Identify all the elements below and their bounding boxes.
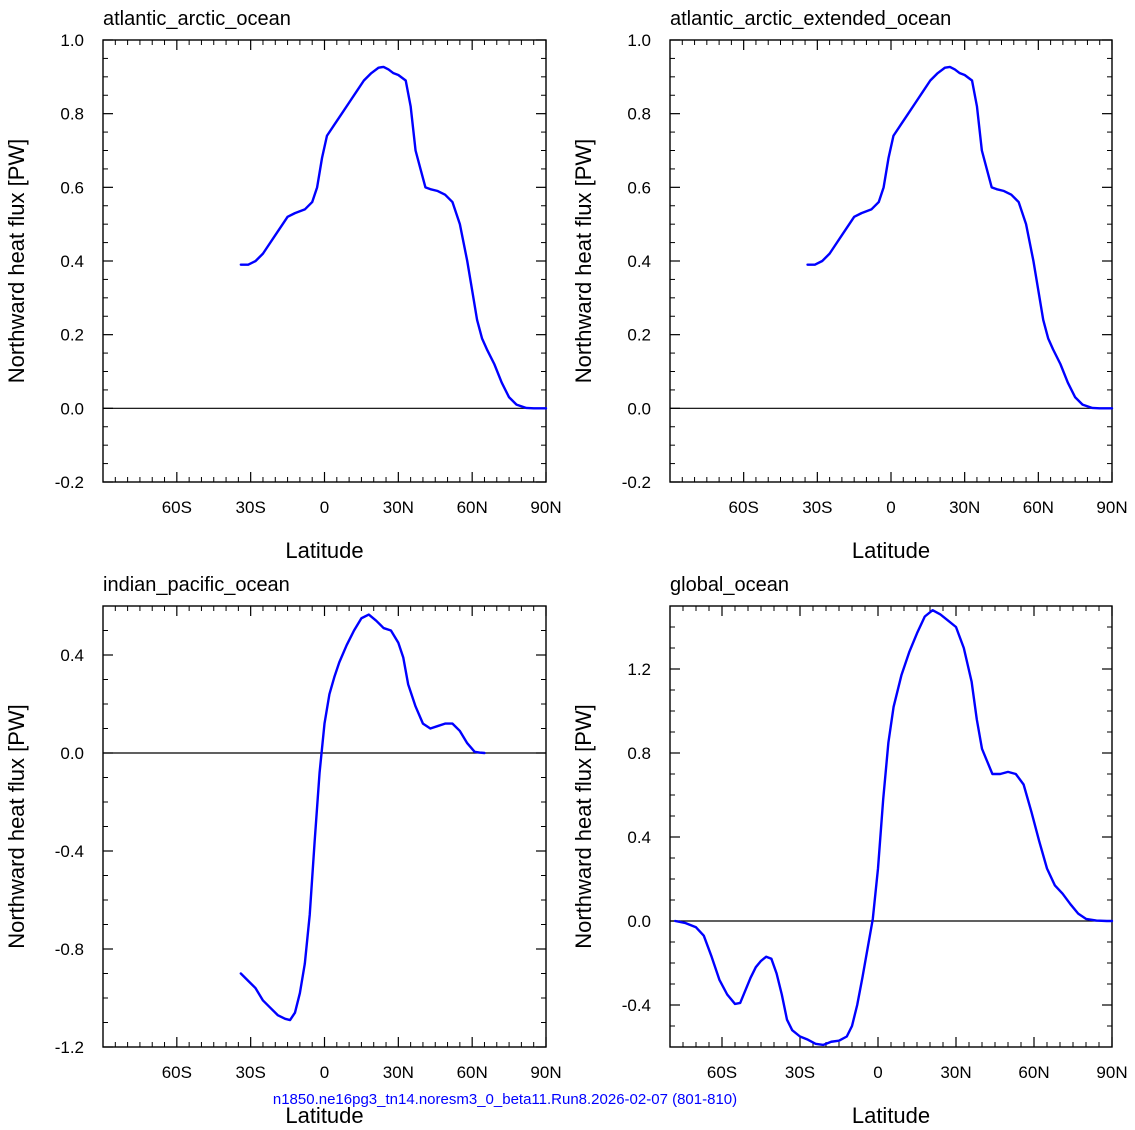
y-tick-label: 0.8 xyxy=(60,105,84,124)
y-tick-label: -0.4 xyxy=(55,842,84,861)
x-tick-label: 0 xyxy=(320,1063,329,1082)
heat-flux-curve xyxy=(239,65,548,410)
y-axis-label: Northward heat flux [PW] xyxy=(4,704,29,949)
y-minor-ticks xyxy=(670,57,1112,465)
x-tick-label: 0 xyxy=(886,498,895,517)
x-tick-label: 90N xyxy=(530,1063,561,1082)
panel-indian-pacific-ocean: 60S 30S 0 30N 60N 90N -1.2 -0.8 -0.4 0.0 0.4 indian… xyxy=(4,574,562,1128)
heat-flux-curve xyxy=(806,65,1114,410)
heat-flux-curve xyxy=(674,609,1114,1047)
plot-frame xyxy=(669,39,1113,483)
x-minor-ticks xyxy=(114,40,535,482)
panel-title: global_ocean xyxy=(670,574,789,596)
x-tick-label: 90N xyxy=(530,498,561,517)
x-tick-label: 0 xyxy=(873,1063,882,1082)
x-tick-label: 60N xyxy=(457,1063,488,1082)
x-tick-label: 60S xyxy=(162,1063,192,1082)
x-tick-label: 30S xyxy=(236,1063,266,1082)
y-tick-label: 0.2 xyxy=(60,326,84,345)
x-tick-label: 60N xyxy=(1023,498,1054,517)
y-tick-label: 0.8 xyxy=(627,105,651,124)
x-minor-ticks xyxy=(681,40,1101,482)
y-tick-label: 0.6 xyxy=(60,178,84,197)
y-tick-label: 0.0 xyxy=(60,399,84,418)
x-tick-label: 60S xyxy=(162,498,192,517)
x-tick-label: 30N xyxy=(949,498,980,517)
x-tick-label: 90N xyxy=(1096,1063,1127,1082)
y-tick-label: -0.4 xyxy=(622,996,651,1015)
plot-frame xyxy=(102,605,547,1048)
plot-frame xyxy=(669,605,1113,1048)
y-tick-label: 1.0 xyxy=(627,31,651,50)
x-minor-ticks xyxy=(114,606,535,1047)
y-tick-label: 0.2 xyxy=(627,326,651,345)
x-axis-label: Latitude xyxy=(285,1103,363,1128)
y-minor-ticks xyxy=(670,605,1112,1048)
panel-atlantic-arctic-extended-ocean: 60S 30S 0 30N 60N 90N -0.2 0.0 0.2 0.4 0.6 0.8 1.0 at… xyxy=(571,8,1128,563)
x-tick-label: 30N xyxy=(940,1063,971,1082)
y-tick-label: 0.4 xyxy=(60,252,84,271)
panel-title: atlantic_arctic_extended_ocean xyxy=(670,8,951,30)
x-tick-label: 60N xyxy=(1018,1063,1049,1082)
x-axis-label: Latitude xyxy=(285,538,363,563)
panel-title: atlantic_arctic_ocean xyxy=(103,8,291,30)
y-tick-label: 0.0 xyxy=(627,912,651,931)
x-tick-label: 90N xyxy=(1096,498,1127,517)
x-axis-label: Latitude xyxy=(852,1103,930,1128)
y-tick-label: -0.2 xyxy=(622,473,651,492)
y-tick-label: -1.2 xyxy=(55,1038,84,1057)
y-tick-label: 0.4 xyxy=(60,646,84,665)
run-footnote: n1850.ne16pg3_tn14.noresm3_0_beta11.Run8… xyxy=(273,1091,737,1108)
y-tick-label: 0.0 xyxy=(627,399,651,418)
x-tick-label: 0 xyxy=(320,498,329,517)
plot-frame xyxy=(102,39,547,483)
x-tick-label: 60S xyxy=(729,498,759,517)
y-axis-label: Northward heat flux [PW] xyxy=(571,139,596,384)
x-tick-label: 60S xyxy=(707,1063,737,1082)
y-tick-label: 0.4 xyxy=(627,252,651,271)
y-tick-label: 1.0 xyxy=(60,31,84,50)
y-axis-label: Northward heat flux [PW] xyxy=(571,704,596,949)
x-tick-label: 30S xyxy=(785,1063,815,1082)
x-axis-label: Latitude xyxy=(852,538,930,563)
x-minor-ticks xyxy=(669,606,1100,1047)
y-tick-label: 0.0 xyxy=(60,744,84,763)
x-tick-label: 30N xyxy=(383,498,414,517)
y-tick-label: -0.2 xyxy=(55,473,84,492)
heat-flux-curve xyxy=(239,613,486,1022)
y-axis-label: Northward heat flux [PW] xyxy=(4,139,29,384)
y-tick-label: 0.8 xyxy=(627,744,651,763)
panel-title: indian_pacific_ocean xyxy=(103,574,290,596)
y-tick-label: 0.4 xyxy=(627,828,651,847)
panel-global-ocean: 60S 30S 0 30N 60N 90N -0.4 0.0 0.4 0.8 1.2 global_o… xyxy=(571,574,1128,1128)
y-tick-label: -0.8 xyxy=(55,940,84,959)
x-tick-label: 30S xyxy=(236,498,266,517)
y-tick-label: 0.6 xyxy=(627,178,651,197)
y-minor-ticks xyxy=(103,57,546,465)
y-tick-label: 1.2 xyxy=(627,660,651,679)
x-tick-label: 30S xyxy=(802,498,832,517)
x-tick-label: 60N xyxy=(457,498,488,517)
y-minor-ticks xyxy=(103,605,546,1023)
x-tick-label: 30N xyxy=(383,1063,414,1082)
panel-atlantic-arctic-ocean: 60S 30S 0 30N 60N 90N -0.2 0.0 0.2 0.4 0.6 0.8 1.0 at… xyxy=(4,8,562,563)
